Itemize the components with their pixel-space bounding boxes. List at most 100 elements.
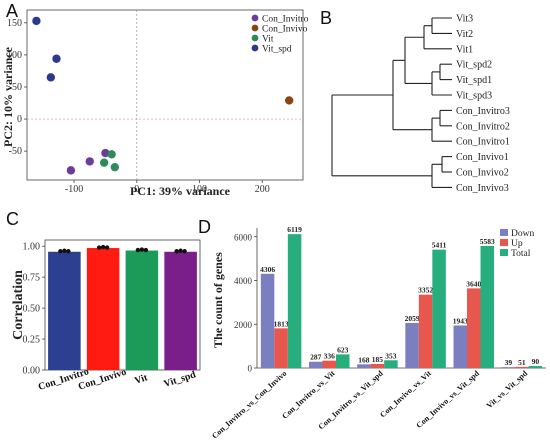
deg-value-label: 1813 bbox=[274, 319, 289, 328]
deg-value-label: 5583 bbox=[480, 237, 495, 246]
dendrogram-leaf-label: Vit_spd3 bbox=[456, 91, 492, 102]
corr-ytick-label: 0.25 bbox=[23, 335, 41, 346]
corr-bar bbox=[48, 251, 81, 370]
dendrogram-leaf-label: Con_Invivo2 bbox=[456, 168, 509, 179]
corr-frame bbox=[44, 239, 201, 371]
legend-label: Up bbox=[511, 239, 523, 249]
legend-swatch bbox=[500, 249, 508, 256]
legend-swatch bbox=[251, 14, 259, 22]
pca-point bbox=[52, 54, 61, 63]
panel-letter-d: D bbox=[198, 217, 211, 237]
deg-bar bbox=[287, 234, 302, 368]
deg-value-label: 336 bbox=[324, 352, 336, 361]
dendrogram-leaf-label: Con_Invitro3 bbox=[456, 106, 510, 117]
corr-point bbox=[100, 244, 106, 250]
deg-ytick-label: 2000 bbox=[234, 320, 253, 330]
deg-value-label: 287 bbox=[310, 353, 322, 362]
corr-point bbox=[96, 245, 102, 250]
deg-bar bbox=[274, 328, 288, 368]
pca-xtick-label: 200 bbox=[255, 184, 270, 195]
deg-bar bbox=[418, 294, 433, 368]
corr-ylabel: Correlation bbox=[11, 270, 26, 340]
deg-bar bbox=[432, 249, 446, 368]
corr-ytick-label: 0.50 bbox=[23, 304, 41, 315]
pca-point bbox=[110, 162, 120, 172]
corr-ytick-label: 0.75 bbox=[23, 273, 41, 284]
deg-value-label: 3352 bbox=[418, 286, 433, 295]
pca-point bbox=[285, 96, 294, 105]
pca-point bbox=[99, 158, 109, 167]
dendrogram-leaf-label: Vit_spd2 bbox=[456, 60, 492, 71]
correlation-chart: 0.000.250.500.751.00 Con_InvitroCon_Invi… bbox=[11, 239, 201, 393]
dendrogram-leaf-label: Con_Invitro2 bbox=[456, 121, 510, 132]
pca-ytick-label: 0 bbox=[17, 114, 22, 125]
deg-value-label: 39 bbox=[505, 358, 513, 367]
deg-bar bbox=[528, 366, 543, 368]
corr-point bbox=[182, 249, 187, 254]
legend-swatch bbox=[251, 44, 259, 52]
dendrogram-leaf-label: Con_Invivo1 bbox=[456, 152, 509, 163]
corr-ytick-label: 0.00 bbox=[23, 366, 41, 377]
dendrogram-leaf-label: Con_Invitro1 bbox=[456, 137, 510, 148]
deg-value-label: 1943 bbox=[453, 316, 468, 325]
legend-label: Con_Invivo bbox=[262, 25, 308, 35]
deg-value-label: 6119 bbox=[287, 225, 302, 234]
deg-ytick-label: 6000 bbox=[234, 232, 253, 242]
deg-value-label: 51 bbox=[518, 358, 526, 367]
deg-bar bbox=[357, 364, 371, 368]
deg-bar bbox=[384, 360, 398, 368]
pca-xtick-label: 100 bbox=[192, 184, 207, 195]
corr-point bbox=[178, 248, 183, 253]
deg-bar bbox=[501, 367, 516, 368]
pca-xlabel: PC1: 39% variance bbox=[130, 184, 231, 198]
pca-ytick-label: -50 bbox=[9, 146, 22, 157]
deg-bar bbox=[260, 273, 275, 368]
corr-bar bbox=[86, 248, 120, 370]
deg-ytick-label: 0 bbox=[248, 364, 253, 374]
legend-swatch bbox=[251, 24, 259, 32]
pca-ytick-label: 100 bbox=[7, 50, 22, 61]
deg-value-label: 623 bbox=[337, 345, 349, 354]
pca-ylabel: PC2: 10% variance bbox=[1, 46, 15, 147]
deg-bar bbox=[370, 363, 385, 368]
corr-point bbox=[58, 249, 63, 254]
pca-point bbox=[46, 73, 56, 82]
legend-label: Con_Invitro bbox=[262, 15, 309, 25]
deg-bar bbox=[336, 354, 350, 368]
legend-label: Vit bbox=[262, 35, 274, 45]
dendrogram-leaf-label: Vit_spd1 bbox=[456, 75, 492, 86]
corr-category-label: Vit_spd bbox=[162, 369, 197, 390]
legend-swatch bbox=[500, 229, 508, 236]
deg-value-label: 2059 bbox=[405, 314, 420, 323]
corr-ytick-label: 1.00 bbox=[23, 242, 41, 253]
dendrogram-leaf-label: Vit2 bbox=[456, 29, 473, 40]
corr-point bbox=[104, 245, 110, 250]
deg-bar bbox=[322, 360, 336, 368]
corr-bar bbox=[125, 250, 159, 370]
pca-point bbox=[107, 150, 116, 159]
pca-point bbox=[32, 16, 41, 26]
panel-letter-b: B bbox=[320, 8, 332, 28]
deg-ytick-label: 4000 bbox=[234, 276, 253, 286]
panel-letter-c: C bbox=[6, 209, 19, 229]
deg-bar bbox=[453, 325, 467, 368]
legend-label: Total bbox=[511, 249, 531, 259]
legend-label: Vit_spd bbox=[262, 45, 292, 55]
deg-value-label: 90 bbox=[532, 357, 540, 366]
dendrogram-leaf-label: Con_Invivo3 bbox=[456, 183, 509, 194]
corr-point bbox=[62, 248, 67, 253]
deg-bar bbox=[405, 322, 419, 368]
corr-point bbox=[139, 247, 145, 252]
deg-value-label: 5411 bbox=[432, 241, 447, 250]
pca-plot: -100 0 100 200 -50 0 50 100 150 Con_InvitroCon_I… bbox=[1, 9, 309, 198]
corr-category-label: Vit bbox=[133, 372, 149, 387]
pca-point bbox=[66, 166, 76, 175]
legend-swatch bbox=[251, 34, 259, 42]
pca-frame bbox=[26, 9, 304, 181]
deg-value-label: 168 bbox=[358, 355, 370, 364]
pca-ytick-label: 50 bbox=[12, 82, 22, 93]
corr-bar bbox=[164, 251, 197, 370]
panel-letter-a: A bbox=[6, 1, 18, 21]
